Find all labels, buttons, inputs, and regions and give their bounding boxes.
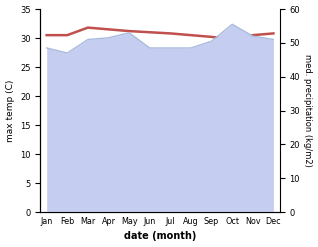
X-axis label: date (month): date (month) (124, 231, 196, 242)
Y-axis label: max temp (C): max temp (C) (5, 79, 15, 142)
Y-axis label: med. precipitation (kg/m2): med. precipitation (kg/m2) (303, 54, 313, 167)
